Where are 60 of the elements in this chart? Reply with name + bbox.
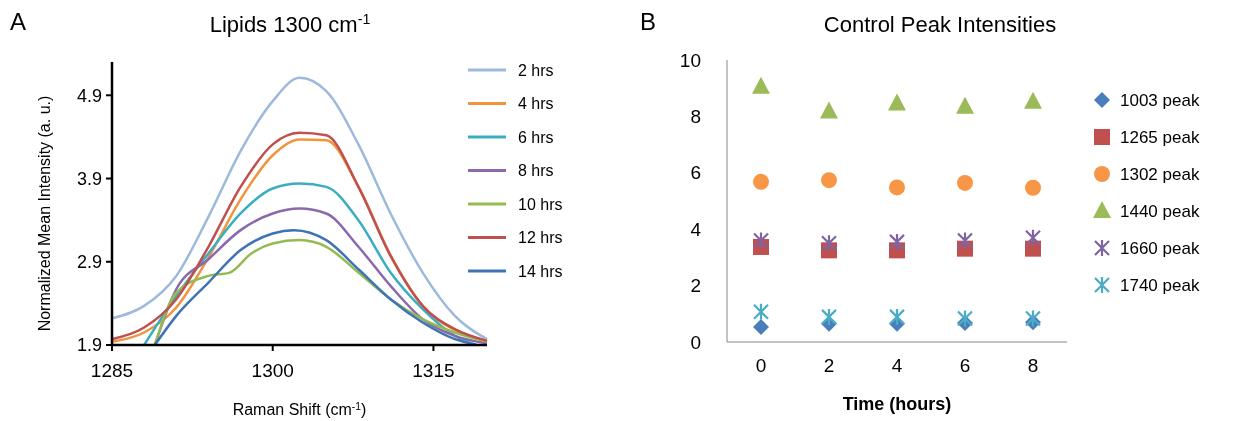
legend-label: 4 hrs <box>518 95 554 113</box>
x-tick-label: 0 <box>755 355 767 376</box>
y-tick-label: 3.9 <box>76 168 102 189</box>
point <box>753 319 769 336</box>
point <box>957 174 973 191</box>
legend-label: 14 hrs <box>518 262 563 280</box>
point <box>1025 179 1041 196</box>
point <box>752 76 770 94</box>
y-axis-title: Normalized Mean Intensity (a. u.) <box>36 95 53 332</box>
x-tick-label: 1300 <box>251 360 294 381</box>
point <box>956 96 974 114</box>
line-series <box>110 76 489 341</box>
chart-title: Control Peak Intensities <box>823 12 1057 37</box>
x-axis-title: Raman Shift (cm$^{-1}$) <box>232 400 367 418</box>
y-tick-label: 2.9 <box>76 252 102 273</box>
point <box>888 307 906 326</box>
point <box>888 93 906 111</box>
x-tick-label: 6 <box>959 355 971 376</box>
x-tick-label: 2 <box>823 355 835 376</box>
y-tick-label: 4 <box>690 218 702 240</box>
chart-title: Lipids 1300 cm$^{-1}$ <box>209 11 371 37</box>
legend-label: 10 hrs <box>518 195 563 213</box>
y-tick-label: 4.9 <box>76 85 102 106</box>
y-tick-label: 10 <box>679 49 701 71</box>
legend-label: 1265 peak <box>1120 127 1200 147</box>
point <box>753 173 769 190</box>
legend-label: 6 hrs <box>518 128 554 146</box>
legend-label: 8 hrs <box>518 162 554 180</box>
point <box>889 179 905 196</box>
legend-label: 1660 peak <box>1120 238 1200 258</box>
legend-label: 2 hrs <box>518 61 554 79</box>
y-tick-label: 0 <box>690 331 701 353</box>
point <box>821 172 837 189</box>
y-tick-label: 2 <box>690 275 701 297</box>
legend-label: 1003 peak <box>1120 90 1200 110</box>
point <box>752 231 770 250</box>
x-axis-title: Time (hours) <box>842 394 952 414</box>
y-tick-label: 6 <box>690 162 701 184</box>
legend-label: 1440 peak <box>1120 201 1200 221</box>
text: A <box>10 8 27 35</box>
point <box>888 232 906 251</box>
point <box>820 307 838 326</box>
x-tick-label: 4 <box>891 355 903 376</box>
legend-label: 1740 peak <box>1120 275 1200 295</box>
point <box>1024 91 1042 109</box>
y-tick-label: 8 <box>690 106 701 128</box>
point <box>1024 228 1042 247</box>
point <box>1024 309 1042 328</box>
point <box>956 231 974 250</box>
legend-label: 12 hrs <box>518 229 563 247</box>
x-tick-label: 1285 <box>90 360 134 381</box>
x-tick-label: 1315 <box>412 360 455 381</box>
x-tick-label: 8 <box>1027 355 1039 376</box>
point <box>752 302 770 321</box>
point <box>820 234 838 253</box>
point <box>956 309 974 328</box>
y-tick-label: 1.9 <box>76 335 102 356</box>
text: B <box>640 8 657 35</box>
point <box>820 101 838 119</box>
legend-label: 1302 peak <box>1120 164 1200 184</box>
